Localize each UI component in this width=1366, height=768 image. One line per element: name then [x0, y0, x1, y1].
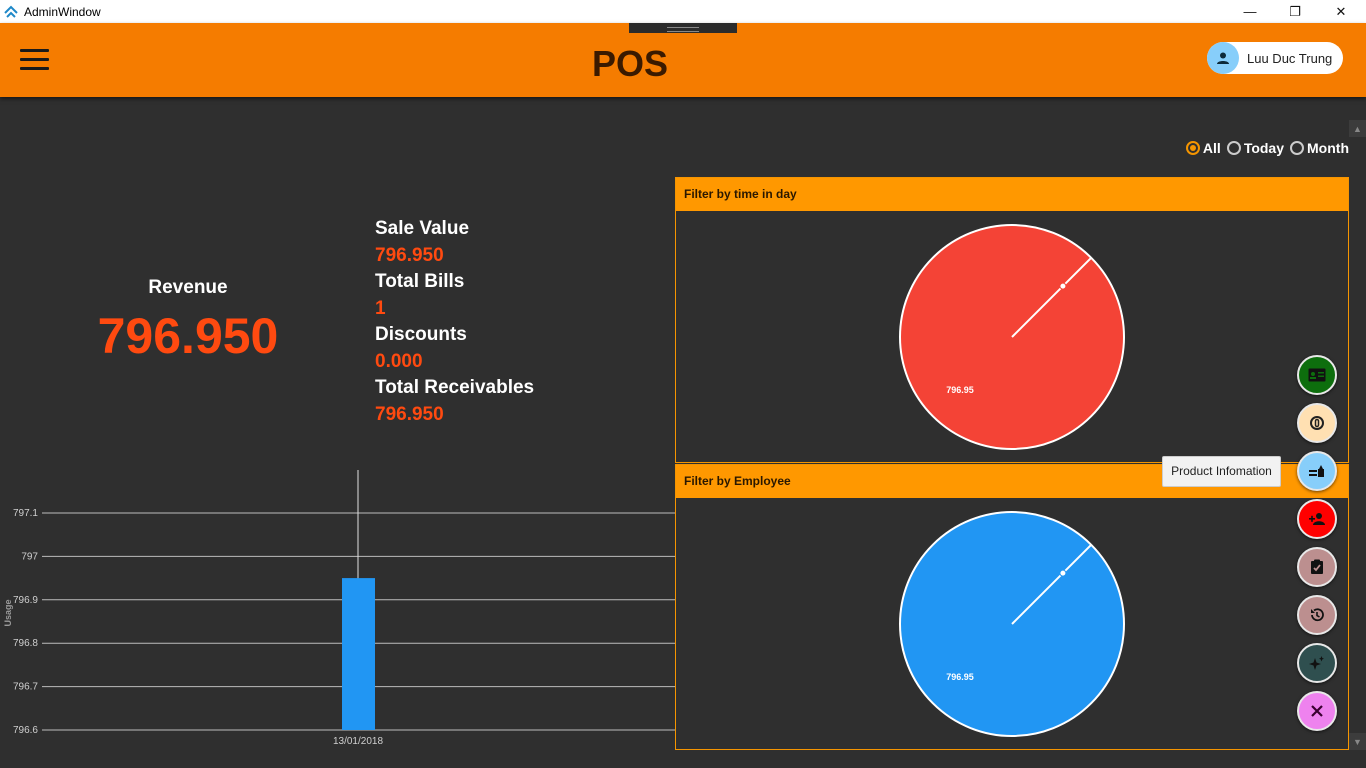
employee-card-button[interactable] [1297, 355, 1337, 395]
id-card-icon [1308, 368, 1326, 382]
magic-button[interactable] [1297, 643, 1337, 683]
window-title: AdminWindow [24, 4, 101, 19]
close-icon [1311, 705, 1323, 717]
tooltip: Product Infomation [1162, 456, 1281, 487]
pie-data-label: 796.95 [946, 385, 974, 395]
sparkle-icon [1309, 656, 1324, 670]
bar[interactable] [342, 578, 375, 730]
add-user-icon [1309, 513, 1325, 525]
pie-pointer-dot [1059, 282, 1067, 290]
radio-month[interactable]: Month [1290, 140, 1349, 156]
checklist-button[interactable] [1297, 547, 1337, 587]
revenue-label: Revenue [148, 277, 228, 298]
close-window-button[interactable]: ✕ [1335, 3, 1347, 19]
radio-circle-icon [1290, 141, 1305, 155]
y-tick-label: 796.8 [13, 638, 38, 649]
checklist-icon [1311, 559, 1323, 574]
radio-label: Today [1243, 140, 1285, 156]
payment-button[interactable] [1297, 403, 1337, 443]
product-icon [1309, 465, 1324, 477]
time-pie-chart: 796.95 [899, 224, 1125, 450]
employee-pie-chart: 796.95 [899, 511, 1125, 737]
scroll-up-button[interactable]: ▲ [1349, 120, 1366, 137]
menu-icon[interactable] [20, 49, 49, 71]
page-title: POS [591, 43, 669, 84]
y-tick-label: 797.1 [13, 508, 38, 519]
close-menu-button[interactable] [1297, 691, 1337, 731]
user-avatar-icon [1207, 42, 1239, 74]
y-tick-label: 797 [21, 551, 38, 562]
time-panel-header: Filter by time in day [676, 178, 1348, 211]
y-tick-label: 796.9 [13, 595, 38, 606]
sale-value-label: Sale Value [375, 218, 470, 239]
radio-today[interactable]: Today [1226, 140, 1285, 156]
history-icon [1311, 608, 1324, 622]
add-user-button[interactable] [1297, 499, 1337, 539]
pie-pointer-line [1011, 544, 1092, 625]
pie-data-label: 796.95 [946, 672, 974, 682]
discounts-value: 0.000 [375, 351, 423, 372]
user-chip[interactable]: Luu Duc Trung [1207, 42, 1343, 74]
revenue-value: 796.950 [97, 308, 279, 364]
app-icon [4, 5, 18, 18]
app-header: POS Luu Duc Trung [0, 23, 1366, 97]
pie-pointer-dot [1059, 569, 1067, 577]
time-filter-panel: Filter by time in day 796.95 [675, 177, 1349, 463]
product-information-button[interactable] [1297, 451, 1337, 491]
window-titlebar: AdminWindow — ❐ ✕ [0, 0, 1366, 23]
drag-handle[interactable] [629, 23, 737, 33]
radio-circle-icon [1185, 141, 1200, 155]
total-receivables-label: Total Receivables [375, 377, 535, 398]
sale-value: 796.950 [375, 245, 444, 266]
y-tick-label: 796.7 [13, 682, 38, 693]
revenue-bar-chart: 797.1 797 796.9 796.8 796.7 796.6 Usage 13/01/2… [3, 470, 676, 747]
coin-icon [1310, 416, 1324, 430]
y-axis-label: Usage [3, 599, 13, 626]
user-name: Luu Duc Trung [1247, 50, 1333, 66]
radio-label: All [1202, 140, 1221, 156]
total-receivables-value: 796.950 [375, 404, 444, 425]
x-tick-label: 13/01/2018 [333, 736, 383, 747]
scroll-down-button[interactable]: ▼ [1349, 733, 1366, 750]
radio-all[interactable]: All [1185, 140, 1221, 156]
total-bills-label: Total Bills [375, 271, 465, 292]
minimize-button[interactable]: — [1243, 4, 1257, 19]
employee-filter-panel: Filter by Employee 796.95 [675, 464, 1349, 750]
radio-circle-icon [1226, 141, 1241, 155]
total-bills-value: 1 [375, 298, 386, 319]
restore-button[interactable]: ❐ [1289, 3, 1301, 19]
discounts-label: Discounts [375, 324, 467, 345]
history-button[interactable] [1297, 595, 1337, 635]
pie-pointer-line [1011, 257, 1092, 338]
period-filter: All Today Month [1184, 140, 1349, 156]
stats-list: Sale Value 796.950 Total Bills 1 Discoun… [375, 216, 534, 428]
y-tick-label: 796.6 [13, 725, 38, 736]
radio-label: Month [1307, 140, 1349, 156]
